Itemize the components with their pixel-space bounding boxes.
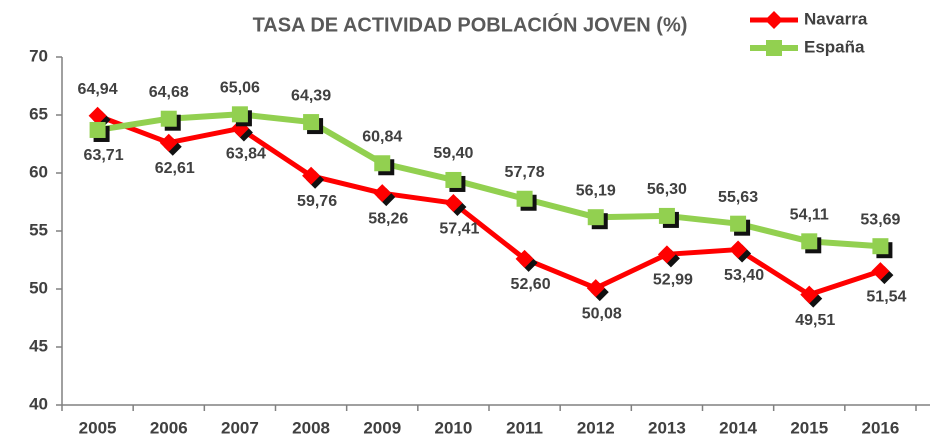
x-tick-label: 2013 — [648, 418, 686, 437]
marker — [730, 215, 747, 232]
marker — [444, 194, 463, 213]
x-tick-label: 2014 — [719, 418, 757, 437]
marker — [586, 279, 605, 298]
x-tick-label: 2010 — [435, 418, 473, 437]
legend-marker — [766, 40, 782, 56]
marker — [374, 155, 391, 172]
marker — [515, 249, 534, 268]
marker — [160, 110, 177, 127]
marker — [303, 114, 320, 131]
marker — [231, 106, 248, 123]
data-label: 52,99 — [653, 272, 693, 289]
marker — [516, 190, 533, 207]
marker — [302, 166, 321, 185]
data-label: 65,06 — [220, 80, 260, 97]
data-label: 59,76 — [297, 193, 337, 210]
data-label: 55,63 — [718, 189, 758, 206]
legend-marker — [765, 11, 783, 29]
legend-label: España — [804, 37, 865, 56]
x-tick-label: 2009 — [363, 418, 401, 437]
data-label: 56,19 — [576, 182, 616, 199]
marker — [587, 209, 604, 226]
data-label: 64,94 — [78, 81, 118, 98]
x-tick-label: 2007 — [221, 418, 259, 437]
marker — [159, 133, 178, 152]
marker — [373, 184, 392, 203]
data-label: 49,51 — [795, 312, 835, 329]
x-tick-label: 2008 — [292, 418, 330, 437]
y-tick-label: 60 — [29, 162, 48, 181]
data-label: 56,30 — [647, 181, 687, 198]
x-tick-label: 2005 — [79, 418, 117, 437]
y-tick-label: 45 — [29, 336, 48, 355]
data-label: 50,08 — [582, 305, 622, 322]
data-label: 52,60 — [511, 276, 551, 293]
y-tick-label: 50 — [29, 278, 48, 297]
x-tick-label: 2012 — [577, 418, 615, 437]
y-tick-label: 70 — [29, 46, 48, 65]
y-tick-label: 40 — [29, 394, 48, 413]
data-label: 53,40 — [724, 267, 764, 284]
data-label: 57,78 — [505, 164, 545, 181]
data-label: 62,61 — [155, 160, 195, 177]
data-label: 53,69 — [860, 211, 900, 228]
marker — [729, 240, 748, 259]
x-tick-label: 2015 — [790, 418, 828, 437]
legend-label: Navarra — [804, 9, 868, 28]
data-label: 58,26 — [368, 210, 408, 227]
data-label: 57,41 — [439, 220, 479, 237]
marker — [800, 285, 819, 304]
y-tick-label: 65 — [29, 104, 48, 123]
data-label: 64,68 — [149, 84, 189, 101]
data-label: 54,11 — [790, 207, 829, 224]
x-tick-label: 2016 — [862, 418, 900, 437]
marker — [658, 207, 675, 224]
data-label: 63,84 — [226, 146, 266, 163]
y-tick-label: 55 — [29, 220, 48, 239]
data-label: 64,39 — [291, 87, 331, 104]
marker — [657, 245, 676, 264]
marker — [445, 171, 462, 188]
data-label: 59,40 — [433, 145, 473, 162]
data-label: 51,54 — [866, 288, 906, 305]
x-tick-label: 2006 — [150, 418, 188, 437]
marker — [88, 106, 107, 125]
chart-title: TASA DE ACTIVIDAD POBLACIÓN JOVEN (%) — [253, 12, 688, 36]
series-line — [96, 113, 882, 298]
marker — [871, 262, 890, 281]
marker — [872, 238, 889, 255]
x-tick-label: 2011 — [506, 418, 543, 437]
data-label: 63,71 — [84, 147, 124, 164]
data-label: 60,84 — [362, 128, 402, 145]
marker — [89, 121, 106, 138]
marker — [801, 233, 818, 250]
